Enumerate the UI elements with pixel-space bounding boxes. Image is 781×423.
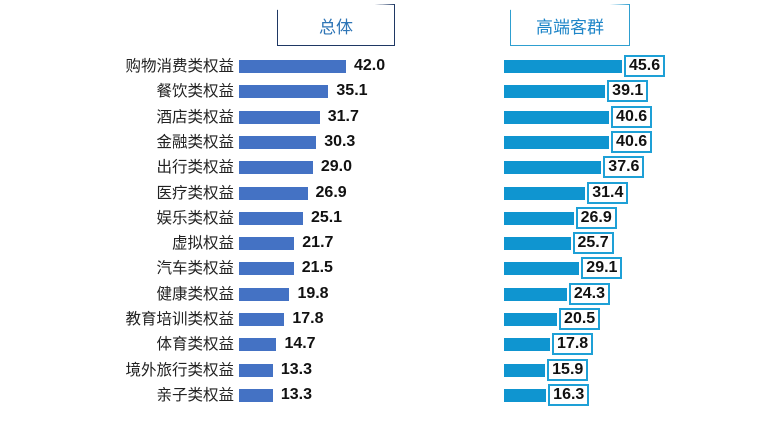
premium-value-label: 40.6: [611, 105, 653, 128]
premium-value-label: 39.1: [607, 80, 649, 103]
overall-bar: [239, 338, 277, 352]
category-labels: 购物消费类权益餐饮类权益酒店类权益金融类权益出行类权益医疗类权益娱乐类权益虚拟权…: [0, 0, 234, 423]
overall-value-label: 13.3: [280, 360, 313, 378]
category-label: 购物消费类权益: [125, 57, 234, 75]
overall-bar: [239, 388, 273, 402]
overall-header-title: 总体: [319, 17, 353, 38]
overall-bar: [239, 211, 303, 225]
premium-value-label: 29.1: [581, 257, 623, 280]
premium-value-label: 17.8: [552, 333, 594, 356]
overall-value-label: 30.3: [324, 132, 356, 150]
premium-bar: [504, 237, 571, 251]
premium-value-label: 16.3: [548, 383, 590, 406]
category-label: 体育类权益: [156, 335, 234, 354]
premium-value-label: 31.4: [587, 181, 629, 204]
premium-bar: [504, 262, 580, 276]
overall-value-label: 42.0: [354, 57, 386, 74]
overall-bar: [239, 262, 294, 276]
premium-header: 高端客群: [510, 4, 630, 46]
premium-value-label: 26.9: [575, 206, 617, 229]
overall-header: 总体: [277, 4, 395, 46]
category-label: 健康类权益: [156, 284, 234, 303]
overall-value-label: 13.3: [280, 385, 313, 403]
premium-value-label: 25.7: [572, 232, 614, 255]
premium-value-label: 20.5: [559, 308, 601, 330]
overall-bar: [239, 313, 285, 326]
overall-value-label: 21.5: [301, 259, 333, 277]
overall-value-label: 25.1: [310, 208, 343, 226]
premium-bar: [504, 388, 547, 402]
category-label: 境外旅行类权益: [125, 360, 234, 379]
category-label: 金融类权益: [156, 132, 234, 151]
premium-bar: [504, 186, 586, 200]
overall-bar: [239, 186, 308, 200]
overall-bar: [239, 363, 273, 377]
category-label: 医疗类权益: [156, 183, 234, 202]
overall-bar: [239, 110, 320, 124]
overall-bar: [239, 287, 290, 301]
overall-value-label: 31.7: [327, 107, 359, 125]
overall-bar: [239, 237, 295, 251]
premium-bar: [504, 313, 558, 326]
premium-bar: [504, 287, 567, 301]
premium-bar: [504, 338, 551, 352]
overall-value-label: 21.7: [302, 234, 334, 252]
overall-value-label: 14.7: [284, 335, 316, 353]
overall-value-label: 29.0: [320, 158, 353, 176]
premium-value-label: 40.6: [611, 130, 653, 153]
category-label: 酒店类权益: [156, 107, 234, 126]
category-label: 娱乐类权益: [156, 208, 234, 227]
overall-bar: [239, 60, 346, 73]
overall-value-label: 19.8: [297, 284, 329, 302]
premium-bar: [504, 85, 606, 99]
premium-value-label: 15.9: [547, 358, 589, 381]
premium-bar: [504, 211, 574, 225]
premium-bar: [504, 135, 610, 149]
overall-bar: [239, 85, 329, 99]
overall-value-label: 26.9: [315, 183, 347, 201]
category-label: 教育培训类权益: [125, 310, 234, 328]
category-label: 餐饮类权益: [156, 82, 234, 101]
premium-value-label: 45.6: [624, 55, 666, 77]
category-label: 虚拟权益: [171, 234, 234, 253]
premium-header-title: 高端客群: [536, 17, 604, 38]
premium-bar: [504, 110, 610, 124]
overall-value-label: 35.1: [336, 82, 368, 100]
premium-value-label: 37.6: [603, 156, 645, 179]
overall-bar: [239, 135, 317, 149]
premium-bar: [504, 161, 602, 175]
premium-bar: [504, 363, 546, 377]
premium-value-label: 24.3: [568, 282, 611, 305]
overall-bar: [239, 161, 313, 175]
category-label: 出行类权益: [156, 158, 234, 177]
category-label: 汽车类权益: [156, 259, 234, 278]
category-label: 亲子类权益: [156, 385, 234, 404]
premium-bar: [504, 60, 622, 73]
overall-value-label: 17.8: [292, 310, 324, 327]
